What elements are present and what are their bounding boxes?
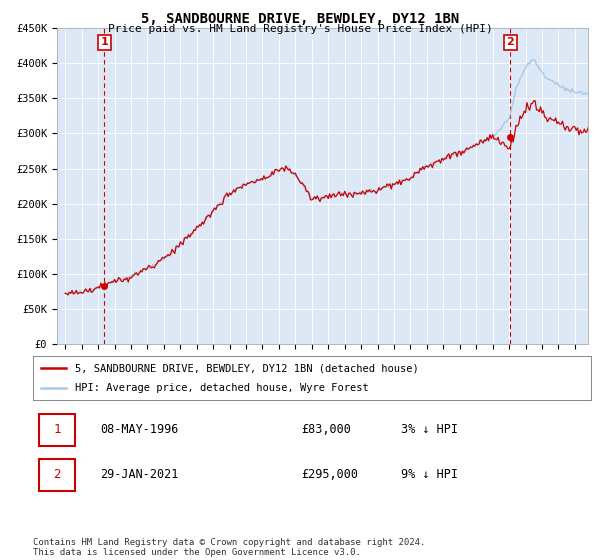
Text: HPI: Average price, detached house, Wyre Forest: HPI: Average price, detached house, Wyre… xyxy=(75,383,368,393)
Text: 5, SANDBOURNE DRIVE, BEWDLEY, DY12 1BN: 5, SANDBOURNE DRIVE, BEWDLEY, DY12 1BN xyxy=(141,12,459,26)
Text: 29-JAN-2021: 29-JAN-2021 xyxy=(100,468,178,481)
Text: Price paid vs. HM Land Registry's House Price Index (HPI): Price paid vs. HM Land Registry's House … xyxy=(107,24,493,34)
Text: 5, SANDBOURNE DRIVE, BEWDLEY, DY12 1BN (detached house): 5, SANDBOURNE DRIVE, BEWDLEY, DY12 1BN (… xyxy=(75,363,419,373)
Text: 1: 1 xyxy=(53,423,61,436)
Text: Contains HM Land Registry data © Crown copyright and database right 2024.
This d: Contains HM Land Registry data © Crown c… xyxy=(33,538,425,557)
Text: 2: 2 xyxy=(53,468,61,481)
Text: £295,000: £295,000 xyxy=(301,468,358,481)
Text: £83,000: £83,000 xyxy=(301,423,351,436)
Text: 2: 2 xyxy=(506,38,514,48)
FancyBboxPatch shape xyxy=(38,459,75,491)
Text: 9% ↓ HPI: 9% ↓ HPI xyxy=(401,468,458,481)
Text: 1: 1 xyxy=(100,38,108,48)
Text: 08-MAY-1996: 08-MAY-1996 xyxy=(100,423,178,436)
FancyBboxPatch shape xyxy=(38,414,75,446)
Text: 3% ↓ HPI: 3% ↓ HPI xyxy=(401,423,458,436)
